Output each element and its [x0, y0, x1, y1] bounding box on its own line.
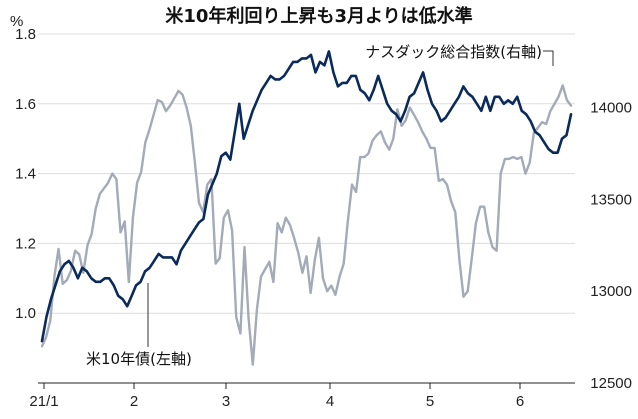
left-axis-ticks: 1.0 1.2 1.4 1.6 1.8 [15, 26, 36, 322]
nasdaq-series-label: ナスダック総合指数(右軸) [365, 43, 542, 61]
right-axis-ticks: 12500 13000 13500 14000 [590, 99, 632, 392]
right-tick-label: 14000 [590, 99, 632, 116]
gridlines [38, 33, 575, 314]
right-tick-label: 13500 [590, 191, 632, 208]
right-tick-label: 12500 [590, 375, 632, 392]
x-tick-label: 21/1 [29, 393, 58, 410]
x-tick-label: 2 [130, 393, 138, 410]
left-tick-label: 1.0 [15, 305, 36, 322]
right-tick-label: 13000 [590, 283, 632, 300]
nasdaq-label-leader [543, 50, 554, 66]
treasury-10y-yield-line [40, 50, 573, 343]
x-tick-label: 6 [516, 393, 524, 410]
chart-title: 米10年利回り上昇も3月よりは低水準 [165, 5, 472, 27]
x-axis-ticks: 21/1 2 3 4 5 6 [29, 383, 524, 410]
nasdaq-composite-line [40, 84, 573, 366]
x-tick-label: 5 [426, 393, 434, 410]
series-labels: ナスダック総合指数(右軸) 米10年債(左軸) [86, 43, 554, 368]
x-tick-label: 4 [326, 393, 334, 410]
left-tick-label: 1.4 [15, 166, 36, 183]
x-tick-label: 3 [222, 393, 230, 410]
left-axis-unit: % [10, 13, 23, 30]
left-tick-label: 1.8 [15, 26, 36, 43]
left-tick-label: 1.2 [15, 235, 36, 252]
yield-series-label: 米10年債(左軸) [86, 350, 192, 368]
series-lines [40, 50, 573, 366]
left-tick-label: 1.6 [15, 96, 36, 113]
